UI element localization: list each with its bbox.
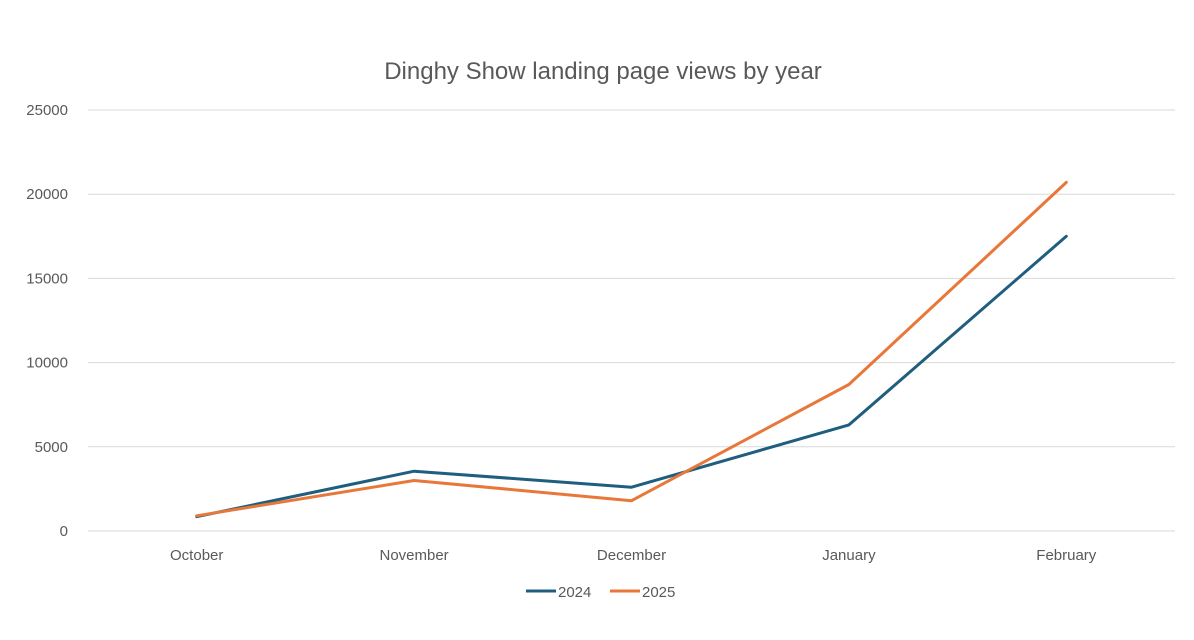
chart-title: Dinghy Show landing page views by year bbox=[384, 58, 822, 85]
legend-label-2024: 2024 bbox=[558, 584, 591, 601]
gridlines bbox=[88, 109, 1175, 532]
legend-label-2025: 2025 bbox=[642, 584, 675, 601]
x-tick-label-february: February bbox=[1036, 547, 1097, 564]
x-tick-label-december: December bbox=[597, 547, 666, 564]
x-tick-label-october: October bbox=[170, 547, 223, 564]
series-line-2024 bbox=[195, 234, 1068, 519]
legend: 2024 2025 bbox=[526, 584, 675, 601]
series-line-2025 bbox=[195, 180, 1068, 518]
y-tick-label: 25000 bbox=[26, 102, 68, 119]
series-lines bbox=[195, 180, 1068, 519]
y-tick-label: 20000 bbox=[26, 186, 68, 203]
x-axis-tick-labels: October November December January February bbox=[170, 547, 1097, 564]
y-tick-label: 0 bbox=[60, 523, 68, 540]
y-tick-label: 10000 bbox=[26, 355, 68, 372]
y-tick-label: 5000 bbox=[35, 439, 68, 456]
x-tick-label-january: January bbox=[822, 547, 876, 564]
y-axis-tick-labels: 0 5000 10000 15000 20000 25000 bbox=[26, 102, 68, 540]
x-tick-label-november: November bbox=[379, 547, 448, 564]
y-tick-label: 15000 bbox=[26, 270, 68, 287]
